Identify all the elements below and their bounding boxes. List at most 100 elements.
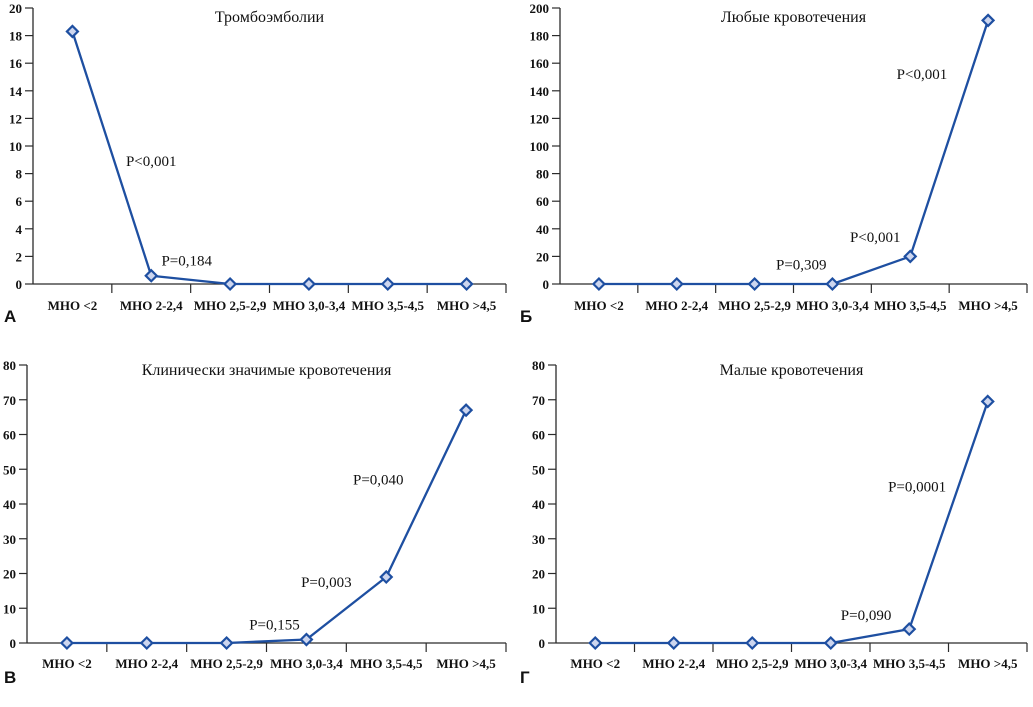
y-tick-label: 40 <box>536 222 549 237</box>
y-tick-label: 20 <box>3 567 16 582</box>
x-tick-label: МНО >4,5 <box>437 298 497 313</box>
data-point-marker <box>669 276 684 292</box>
y-tick-label: 14 <box>9 84 23 99</box>
x-tick-label: МНО 3,0-3,4 <box>270 656 343 671</box>
y-tick-label: 140 <box>530 84 550 99</box>
y-tick-label: 0 <box>16 277 23 292</box>
p-value-annotation: P=0,090 <box>841 608 892 624</box>
x-tick-label: МНО <2 <box>570 656 620 671</box>
y-tick-label: 0 <box>543 277 550 292</box>
x-tick-label: МНО 2-2,4 <box>642 656 705 671</box>
x-tick-label: МНО >4,5 <box>436 656 496 671</box>
x-tick-label: МНО 2,5-2,9 <box>190 656 263 671</box>
y-tick-label: 0 <box>539 636 546 651</box>
y-tick-label: 16 <box>9 56 23 71</box>
chart-b-any-bleeding-plot: Любые кровотечения 0 20 40 60 80 100 120 140 160 1… <box>520 1 1028 326</box>
p-value-annotation: P<0,001 <box>126 154 177 170</box>
chart-panel-v: Клинически значимые кровотечения 0 10 20 30 4… <box>0 350 516 707</box>
y-tick-label: 20 <box>536 249 549 264</box>
x-tick-label: МНО 2-2,4 <box>115 656 178 671</box>
x-tick-label: МНО 3,5-4,5 <box>350 656 423 671</box>
y-tick-label: 2 <box>16 249 23 264</box>
y-tick-label: 70 <box>3 393 16 408</box>
y-tick-label: 60 <box>532 428 545 443</box>
data-series-line <box>66 409 468 645</box>
data-point-marker <box>139 635 154 651</box>
y-tick-label: 40 <box>532 497 545 512</box>
data-point-marker <box>459 403 474 418</box>
panel-letter: Б <box>520 307 532 326</box>
data-point-marker <box>981 13 996 28</box>
y-tick-label: 80 <box>536 167 549 182</box>
y-tick-label: 0 <box>10 636 17 651</box>
data-point-marker <box>825 276 840 292</box>
panel-letter: В <box>4 668 16 687</box>
y-tick-label: 10 <box>3 601 16 616</box>
y-tick-label: 6 <box>16 194 23 209</box>
data-point-marker <box>223 276 238 292</box>
chart-title: Тромбоэмболии <box>215 9 325 26</box>
data-series-line <box>598 20 990 286</box>
p-value-annotation: P=0,003 <box>301 575 352 591</box>
p-value-annotation: P=0,040 <box>353 473 404 489</box>
data-point-marker <box>823 635 838 651</box>
y-tick-label: 10 <box>9 139 22 154</box>
data-point-marker <box>588 635 603 651</box>
data-point-marker <box>459 276 474 292</box>
chart-a-thromboembolism-plot: Тромбоэмболии 0 2 4 6 8 10 12 14 16 18 20 МНО <2 МНО … <box>4 1 507 326</box>
x-tick-label: МНО 3,0-3,4 <box>273 298 346 313</box>
x-tick-label: МНО 2-2,4 <box>645 298 708 313</box>
chart-title: Любые кровотечения <box>721 9 867 26</box>
x-tick-label: МНО >4,5 <box>958 298 1018 313</box>
data-point-marker <box>301 276 316 292</box>
y-tick-label: 4 <box>16 222 23 237</box>
y-tick-label: 200 <box>530 1 550 16</box>
data-point-marker <box>666 635 681 651</box>
data-point-marker <box>902 622 917 637</box>
y-tick-label: 30 <box>532 532 545 547</box>
data-point-marker <box>65 24 80 39</box>
x-tick-label: МНО 3,5-4,5 <box>873 656 946 671</box>
panel-letter: Г <box>520 668 530 687</box>
y-tick-label: 12 <box>9 111 22 126</box>
chart-panel-b: Любые кровотечения 0 20 40 60 80 100 120 140 160 1… <box>516 0 1033 350</box>
y-tick-label: 70 <box>532 393 545 408</box>
data-point-marker <box>980 394 995 409</box>
data-series-line <box>595 401 989 645</box>
x-tick-label: МНО >4,5 <box>958 656 1018 671</box>
panel-letter: А <box>4 307 16 326</box>
y-tick-label: 8 <box>16 167 23 182</box>
y-tick-label: 60 <box>3 428 16 443</box>
y-tick-label: 80 <box>3 358 16 373</box>
p-value-annotation: P<0,001 <box>897 67 948 83</box>
data-point-marker <box>747 276 762 292</box>
y-tick-label: 30 <box>3 532 16 547</box>
x-tick-label: МНО <2 <box>48 298 98 313</box>
y-tick-label: 120 <box>530 111 550 126</box>
x-tick-label: МНО <2 <box>42 656 92 671</box>
y-tick-label: 18 <box>9 29 23 44</box>
data-point-marker <box>380 276 395 292</box>
x-tick-label: МНО 3,5-4,5 <box>351 298 424 313</box>
x-tick-label: МНО 3,0-3,4 <box>796 298 869 313</box>
y-tick-label: 100 <box>530 139 550 154</box>
p-value-annotation: P=0,0001 <box>888 480 946 496</box>
data-point-marker <box>219 635 234 651</box>
y-tick-label: 160 <box>530 56 550 71</box>
p-value-annotation: P=0,184 <box>161 254 212 270</box>
y-tick-label: 60 <box>536 194 549 209</box>
x-tick-label: МНО 2,5-2,9 <box>194 298 267 313</box>
x-tick-label: МНО <2 <box>574 298 624 313</box>
y-tick-label: 180 <box>530 29 550 44</box>
data-point-marker <box>379 569 394 585</box>
y-tick-label: 50 <box>532 462 545 477</box>
chart-title: Малые кровотечения <box>720 362 864 379</box>
y-tick-label: 50 <box>3 462 16 477</box>
data-point-marker <box>144 268 159 283</box>
p-value-annotation: P=0,155 <box>249 618 300 634</box>
chart-g-minor-bleeding-plot: Малые кровотечения 0 10 20 30 40 50 60 70 80 МНО <… <box>520 358 1028 687</box>
y-tick-label: 10 <box>532 601 545 616</box>
y-tick-label: 80 <box>532 358 545 373</box>
p-value-annotation: P=0,309 <box>776 258 827 274</box>
data-point-marker <box>903 249 918 264</box>
